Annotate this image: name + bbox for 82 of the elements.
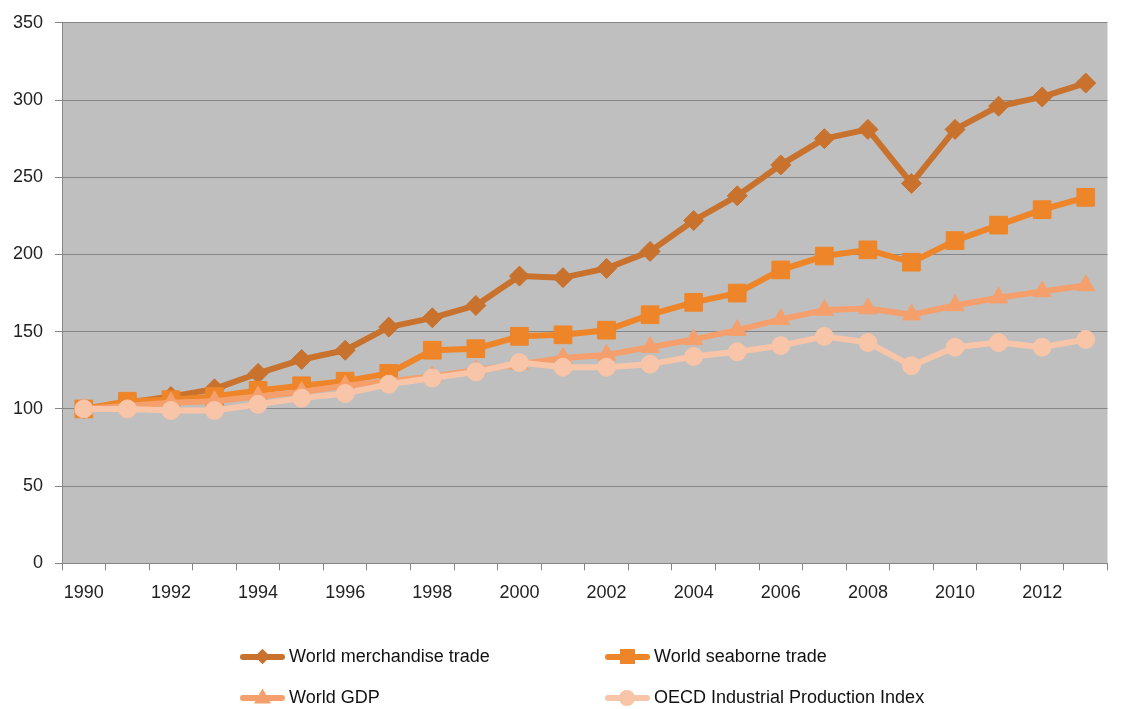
point	[379, 374, 399, 394]
point	[1031, 86, 1053, 108]
point	[640, 305, 660, 325]
point	[684, 346, 704, 366]
point	[117, 399, 137, 419]
x-tick-label: 2004	[673, 582, 714, 603]
point	[247, 362, 269, 384]
point	[770, 154, 792, 176]
point	[1032, 200, 1052, 220]
point	[989, 215, 1008, 235]
x-tick-label: 2006	[760, 582, 801, 603]
point	[944, 118, 966, 140]
x-tick-label: 1996	[325, 582, 366, 603]
point	[858, 333, 878, 353]
x-tick-label: 2010	[935, 582, 976, 603]
point	[945, 231, 965, 250]
point	[771, 260, 791, 280]
legend-label: World seaborne trade	[654, 645, 827, 667]
point	[639, 240, 661, 262]
point	[988, 95, 1010, 117]
y-tick-label: 350	[12, 11, 44, 32]
point	[902, 252, 921, 272]
point	[465, 294, 487, 316]
point	[726, 185, 748, 207]
point	[466, 362, 486, 382]
point	[335, 384, 355, 403]
point	[161, 400, 181, 420]
point	[727, 342, 747, 362]
point	[291, 349, 313, 371]
point	[771, 336, 791, 356]
y-tick-label: 250	[12, 166, 44, 187]
legend-label: World merchandise trade	[289, 645, 490, 667]
point	[813, 128, 835, 150]
point	[334, 339, 356, 361]
point	[378, 316, 400, 338]
point	[900, 172, 922, 194]
point	[597, 357, 617, 377]
point	[901, 356, 921, 376]
point	[815, 246, 834, 266]
y-tick-label: 0	[33, 552, 44, 573]
point	[510, 327, 529, 346]
x-tick-label: 2008	[847, 582, 888, 603]
y-tick-label: 50	[23, 475, 44, 496]
legend-label: OECD Industrial Production Index	[654, 686, 925, 708]
point	[1076, 329, 1096, 349]
point	[858, 240, 878, 260]
point	[640, 354, 660, 374]
x-tick-label: 2002	[586, 582, 627, 603]
x-tick-label: 1998	[412, 582, 453, 603]
y-tick-label: 200	[12, 243, 44, 264]
point	[552, 267, 574, 289]
y-tick-label: 300	[12, 89, 44, 109]
point	[857, 118, 879, 140]
point	[1075, 72, 1097, 94]
point	[421, 307, 443, 329]
point	[553, 325, 573, 345]
point	[466, 339, 486, 359]
point	[553, 357, 573, 377]
point	[205, 400, 224, 420]
x-tick-label: 1994	[238, 582, 279, 603]
point	[596, 257, 618, 279]
point	[945, 337, 965, 357]
y-tick-label: 150	[12, 320, 44, 341]
legend-label: World GDP	[289, 686, 380, 708]
x-tick-label: 1992	[150, 582, 191, 603]
point	[1032, 337, 1052, 357]
x-tick-label: 2000	[499, 582, 540, 603]
point	[727, 283, 747, 303]
point	[683, 210, 705, 232]
x-tick-label: 1990	[63, 582, 104, 603]
x-tick-label: 2012	[1022, 582, 1063, 603]
point	[814, 326, 834, 346]
point	[989, 333, 1009, 353]
point	[1076, 188, 1096, 207]
point	[422, 368, 442, 388]
point	[597, 320, 616, 340]
point	[248, 394, 268, 414]
point	[684, 293, 704, 312]
point	[292, 388, 312, 408]
point	[508, 265, 530, 287]
y-tick-label: 100	[12, 397, 44, 418]
point	[422, 340, 442, 360]
